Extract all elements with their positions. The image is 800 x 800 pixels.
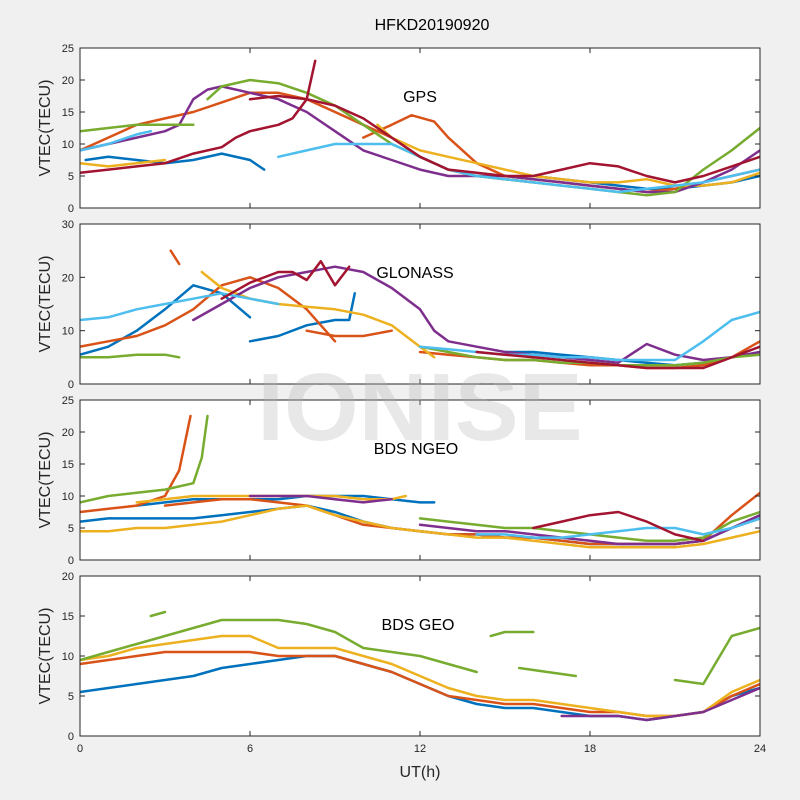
- series-line-7: [517, 666, 578, 678]
- series-line-5: [305, 329, 393, 338]
- chart-panel-2: 0 5 10 15 20 25 VTEC(TECU) BDS NGEO: [37, 395, 761, 567]
- series-line-8: [673, 626, 760, 686]
- y-tick-label: 5: [68, 171, 74, 183]
- series-group: [80, 610, 760, 722]
- y-axis-title: VTEC(TECU): [37, 80, 54, 177]
- series-line-13: [220, 260, 351, 300]
- series-line-1: [135, 494, 436, 507]
- series-group: [80, 414, 760, 549]
- x-axis-title: UT(h): [400, 764, 441, 781]
- series-line-4: [80, 618, 478, 674]
- figure-title: HFKD20190920: [375, 17, 490, 34]
- series-line-7: [80, 123, 195, 133]
- series-line-9: [80, 353, 181, 359]
- series-line-1: [248, 292, 357, 343]
- x-tick-label: 0: [77, 743, 83, 755]
- y-tick-label: 25: [62, 43, 74, 55]
- chart-panel-0: 0 5 10 15 20 25 VTEC(TECU) GPS: [37, 43, 761, 215]
- chart-panel-1: 0 10 20 30 VTEC(TECU) GLONASS: [37, 219, 761, 391]
- y-tick-label: 10: [62, 491, 74, 503]
- x-tick-label: 18: [584, 743, 596, 755]
- y-tick-label: 20: [62, 427, 74, 439]
- y-tick-label: 0: [68, 379, 74, 391]
- series-line-14: [475, 345, 760, 370]
- y-tick-label: 20: [62, 272, 74, 284]
- plot-area: [80, 48, 760, 208]
- series-line-9: [80, 129, 153, 152]
- y-axis-title: VTEC(TECU): [37, 432, 54, 529]
- panels: 0 5 10 15 20 25 VTEC(TECU) GPS 0 10 20 30 VTEC(TECU)…: [37, 43, 766, 755]
- x-tick-label: 12: [414, 743, 426, 755]
- y-axis-title: VTEC(TECU): [37, 256, 54, 353]
- series-line-10: [475, 517, 760, 539]
- y-tick-label: 10: [62, 326, 74, 338]
- series-line-3: [560, 686, 760, 722]
- panel-label: BDS GEO: [382, 617, 455, 634]
- series-line-6: [489, 630, 535, 638]
- series-line-8: [80, 414, 209, 504]
- series-line-5: [149, 610, 167, 618]
- panel-label: GLONASS: [376, 265, 453, 282]
- series-group: [80, 249, 760, 370]
- plot-area: [80, 224, 760, 384]
- y-tick-label: 15: [62, 459, 74, 471]
- y-tick-label: 10: [62, 651, 74, 663]
- y-tick-label: 10: [62, 139, 74, 151]
- x-tick-label: 6: [247, 743, 253, 755]
- panel-label: BDS NGEO: [374, 441, 458, 458]
- chart-panel-3: 0 6 12 18 24 0 5 10 15 20 VTEC(TECU) BDS GEO: [37, 571, 766, 755]
- series-line-12: [248, 94, 760, 184]
- series-line-4: [80, 504, 760, 549]
- x-tick-label: 24: [754, 743, 766, 755]
- series-line-4: [169, 249, 181, 266]
- y-axis-title: VTEC(TECU): [37, 608, 54, 705]
- series-line-11: [80, 292, 280, 322]
- y-tick-label: 20: [62, 75, 74, 87]
- y-tick-label: 0: [68, 731, 74, 743]
- series-line-2: [80, 634, 760, 718]
- series-line-6: [248, 494, 393, 504]
- series-line-11: [532, 510, 705, 543]
- y-tick-label: 20: [62, 571, 74, 583]
- series-line-0: [84, 152, 266, 171]
- series-line-10: [277, 142, 760, 194]
- y-tick-label: 30: [62, 219, 74, 231]
- y-tick-label: 15: [62, 107, 74, 119]
- y-tick-label: 25: [62, 395, 74, 407]
- series-group: [80, 59, 760, 197]
- series-line-4: [80, 158, 167, 168]
- series-line-8: [192, 265, 760, 364]
- y-tick-label: 0: [68, 203, 74, 215]
- watermark: IONISE: [257, 354, 582, 461]
- series-line-7: [200, 270, 436, 359]
- series-line-3: [80, 276, 337, 348]
- series-line-11: [80, 59, 317, 175]
- y-tick-label: 15: [62, 611, 74, 623]
- y-tick-label: 5: [68, 523, 74, 535]
- y-tick-label: 0: [68, 555, 74, 567]
- panel-label: GPS: [403, 89, 437, 106]
- y-tick-label: 5: [68, 691, 74, 703]
